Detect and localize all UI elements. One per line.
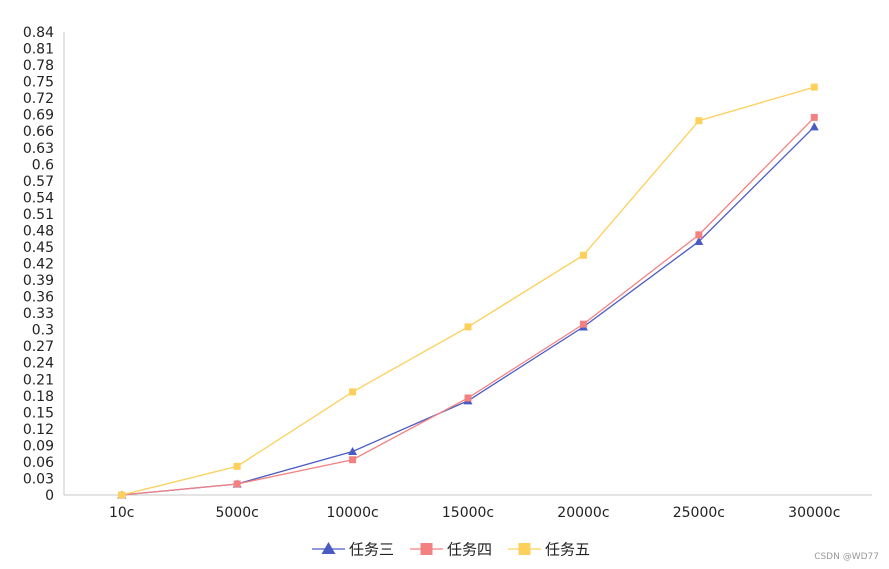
data-point	[349, 388, 357, 396]
legend-label: 任务三	[349, 541, 394, 559]
data-point	[233, 480, 241, 488]
data-point	[233, 462, 241, 470]
y-tick-label: 0.66	[23, 124, 54, 140]
series-line	[121, 116, 815, 496]
data-point	[695, 117, 703, 125]
x-tick-label: 30000c	[788, 505, 840, 521]
legend-item[interactable]: 任务三	[312, 541, 394, 559]
y-axis: 00.030.060.090.120.150.180.210.240.270.3…	[23, 25, 65, 504]
x-tick-label: 15000c	[442, 505, 494, 521]
legend-triangle-icon	[321, 542, 336, 554]
y-tick-label: 0.72	[23, 91, 54, 107]
y-tick-label: 0.36	[23, 290, 54, 306]
y-tick-label: 0.45	[23, 240, 54, 256]
legend-square-icon	[420, 543, 433, 555]
y-tick-label: 0.12	[23, 422, 54, 438]
y-tick-label: 0.6	[32, 157, 54, 173]
data-point	[349, 456, 357, 464]
data-point	[464, 323, 472, 331]
data-point	[810, 113, 818, 121]
y-tick-label: 0.48	[23, 223, 54, 239]
data-point	[348, 446, 358, 456]
y-tick-label: 0.06	[23, 455, 54, 471]
legend-label: 任务五	[545, 541, 590, 559]
y-tick-label: 0.57	[23, 174, 54, 190]
data-point	[118, 491, 126, 499]
series-2	[118, 113, 818, 499]
y-tick-label: 0.84	[23, 25, 54, 41]
y-tick-label: 0.39	[23, 273, 54, 289]
y-tick-label: 0.54	[23, 190, 54, 206]
x-tick-label: 10000c	[326, 505, 378, 521]
y-tick-label: 0.3	[32, 323, 54, 339]
data-point	[695, 231, 703, 239]
x-tick-label: 5000c	[215, 505, 258, 521]
y-tick-label: 0.69	[23, 108, 54, 124]
y-tick-label: 0.81	[23, 42, 54, 58]
x-tick-label: 20000c	[557, 505, 609, 521]
y-tick-label: 0.78	[23, 58, 54, 74]
y-tick-label: 0.27	[23, 339, 54, 355]
y-tick-label: 0.51	[23, 207, 54, 223]
legend-item[interactable]: 任务五	[508, 541, 590, 559]
data-point	[579, 251, 587, 259]
y-tick-label: 0.03	[23, 471, 54, 487]
y-tick-label: 0.09	[23, 438, 54, 454]
y-tick-label: 0.75	[23, 75, 54, 91]
x-tick-label: 25000c	[673, 505, 725, 521]
y-tick-label: 0.21	[23, 372, 54, 388]
y-tick-label: 0.63	[23, 141, 54, 157]
y-tick-label: 0.24	[23, 356, 54, 372]
series-line	[121, 126, 815, 496]
y-tick-label: 0.15	[23, 405, 54, 421]
y-tick-label: 0.33	[23, 306, 54, 322]
data-point	[579, 320, 587, 328]
series-1	[117, 122, 819, 499]
watermark: CSDN @WD77	[814, 552, 879, 562]
series-3	[118, 83, 818, 499]
data-point	[809, 122, 819, 131]
y-tick-label: 0.42	[23, 257, 54, 273]
y-tick-label: 0.18	[23, 389, 54, 405]
legend-square-icon	[518, 543, 531, 555]
legend-label: 任务四	[447, 541, 492, 559]
x-tick-label: 10c	[109, 505, 135, 521]
data-point	[810, 83, 818, 91]
plot-area	[117, 83, 819, 499]
data-point	[464, 394, 472, 402]
series-line	[121, 86, 815, 496]
y-tick-label: 0	[45, 488, 54, 504]
legend: 任务三 任务四 任务五	[312, 541, 590, 559]
x-axis: 10c 5000c 10000c 15000c 20000c 25000c 30000c	[64, 494, 872, 521]
data-point	[694, 236, 704, 246]
legend-item[interactable]: 任务四	[410, 541, 492, 559]
